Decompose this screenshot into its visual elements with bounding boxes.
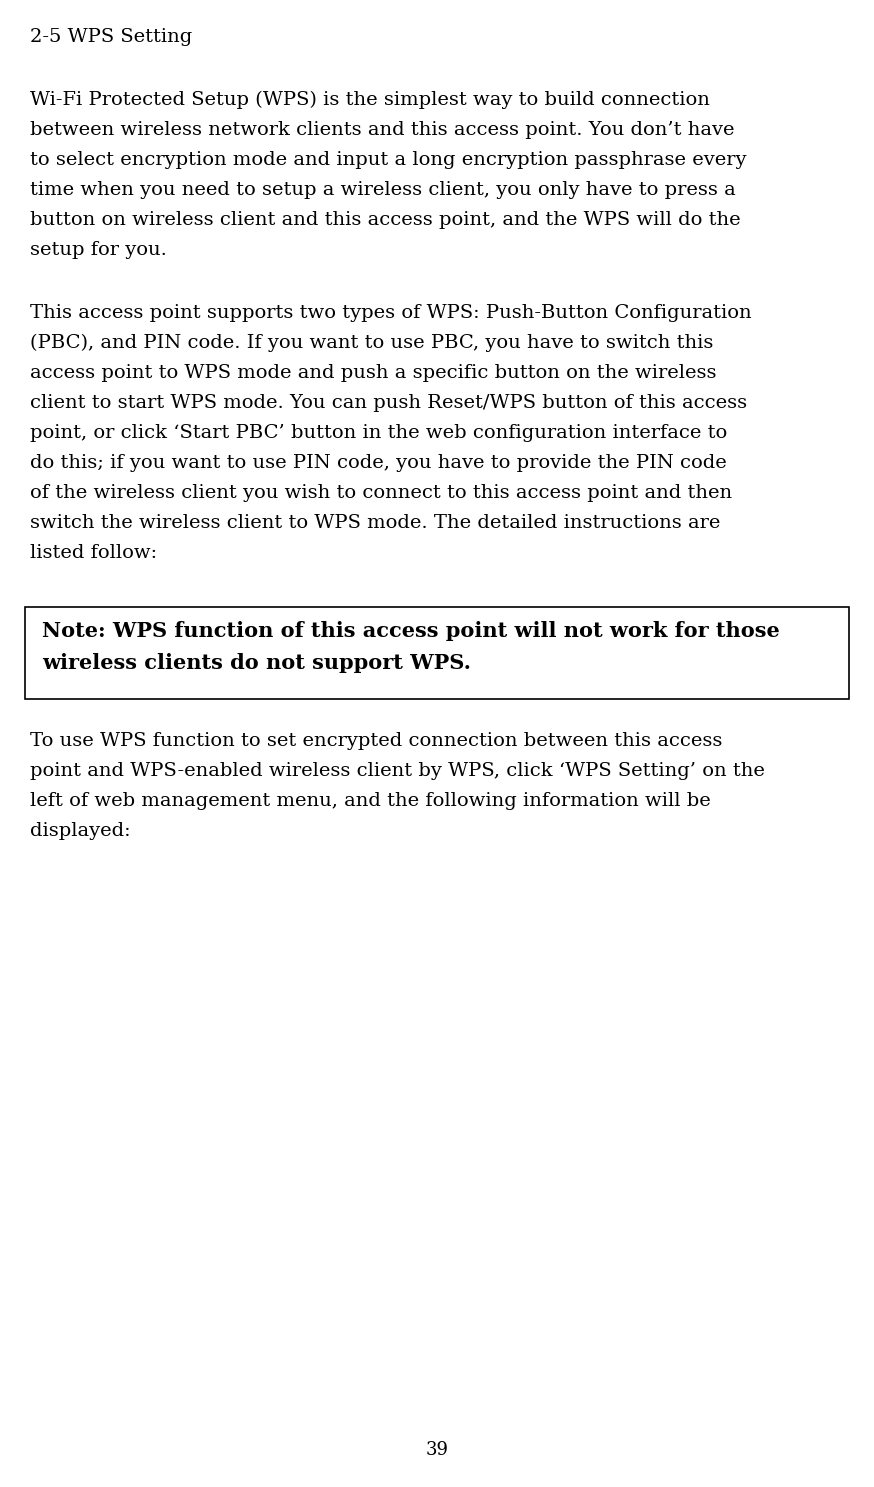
- Text: left of web management menu, and the following information will be: left of web management menu, and the fol…: [30, 793, 711, 810]
- Text: between wireless network clients and this access point. You don’t have: between wireless network clients and thi…: [30, 120, 734, 138]
- Text: This access point supports two types of WPS: Push-Button Configuration: This access point supports two types of …: [30, 303, 752, 323]
- Text: client to start WPS mode. You can push Reset/WPS button of this access: client to start WPS mode. You can push R…: [30, 394, 747, 412]
- Text: 2-5 WPS Setting: 2-5 WPS Setting: [30, 28, 192, 46]
- Bar: [25, 607, 849, 699]
- Text: displayed:: displayed:: [30, 822, 130, 840]
- Text: to select encryption mode and input a long encryption passphrase every: to select encryption mode and input a lo…: [30, 152, 746, 170]
- Text: (PBC), and PIN code. If you want to use PBC, you have to switch this: (PBC), and PIN code. If you want to use …: [30, 335, 713, 352]
- Text: To use WPS function to set encrypted connection between this access: To use WPS function to set encrypted con…: [30, 732, 723, 749]
- Text: Note: WPS function of this access point will not work for those: Note: WPS function of this access point …: [42, 622, 780, 641]
- Text: setup for you.: setup for you.: [30, 241, 167, 259]
- Text: of the wireless client you wish to connect to this access point and then: of the wireless client you wish to conne…: [30, 483, 732, 503]
- Text: Wi-Fi Protected Setup (WPS) is the simplest way to build connection: Wi-Fi Protected Setup (WPS) is the simpl…: [30, 91, 710, 109]
- Text: time when you need to setup a wireless client, you only have to press a: time when you need to setup a wireless c…: [30, 181, 736, 199]
- Text: listed follow:: listed follow:: [30, 544, 157, 562]
- Text: do this; if you want to use PIN code, you have to provide the PIN code: do this; if you want to use PIN code, yo…: [30, 454, 727, 471]
- Text: point, or click ‘Start PBC’ button in the web configuration interface to: point, or click ‘Start PBC’ button in th…: [30, 424, 727, 442]
- Text: button on wireless client and this access point, and the WPS will do the: button on wireless client and this acces…: [30, 211, 740, 229]
- Text: switch the wireless client to WPS mode. The detailed instructions are: switch the wireless client to WPS mode. …: [30, 515, 720, 532]
- Text: point and WPS-enabled wireless client by WPS, click ‘WPS Setting’ on the: point and WPS-enabled wireless client by…: [30, 761, 765, 781]
- Text: 39: 39: [426, 1441, 448, 1459]
- Text: wireless clients do not support WPS.: wireless clients do not support WPS.: [42, 653, 471, 674]
- Text: access point to WPS mode and push a specific button on the wireless: access point to WPS mode and push a spec…: [30, 364, 717, 382]
